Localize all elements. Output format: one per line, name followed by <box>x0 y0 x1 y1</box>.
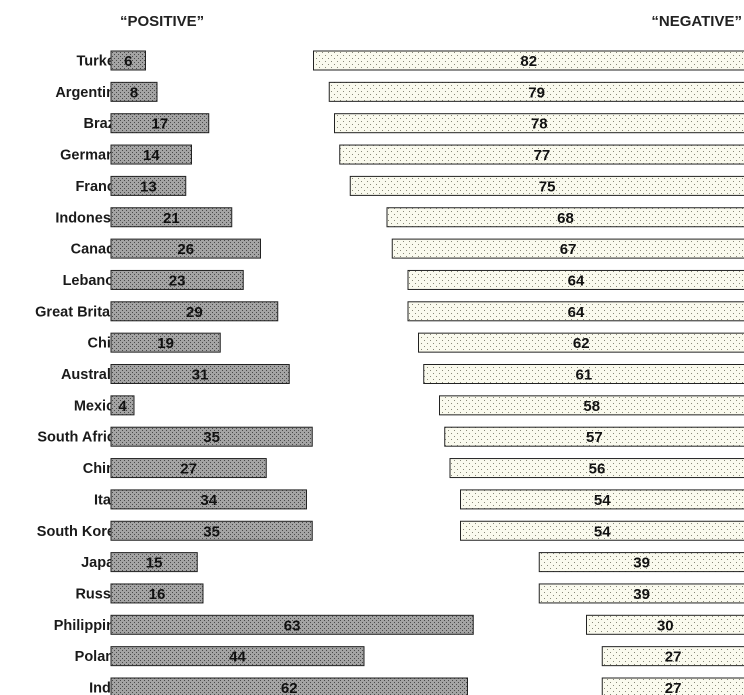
negative-value-india: 27 <box>665 680 682 695</box>
negative-value-australia: 61 <box>576 367 593 384</box>
positive-bar-australia <box>110 364 290 384</box>
category-label-philippine: Philippine <box>54 618 123 634</box>
positive-bar-great-britain <box>110 301 279 322</box>
positive-value-indonesia: 21 <box>163 210 180 227</box>
positive-bar-south-africa <box>110 426 313 447</box>
positive-value-turkey: 6 <box>124 53 132 70</box>
category-label-indonesia: Indonesia <box>55 210 124 226</box>
negative-value-italy: 54 <box>594 492 611 509</box>
positive-bar-china <box>110 458 267 479</box>
negative-value-canada: 67 <box>560 241 577 258</box>
positive-value-lebanon: 23 <box>169 272 186 289</box>
category-label-argentina: Argentina <box>55 85 124 101</box>
positive-value-great-britain: 29 <box>186 304 203 321</box>
category-label-south-africa: South Africa <box>37 430 124 446</box>
negative-header: “NEGATIVE” <box>651 13 742 30</box>
positive-value-china: 27 <box>180 461 197 478</box>
negative-bar-canada <box>391 238 744 259</box>
positive-value-germany: 14 <box>143 147 160 164</box>
positive-header: “POSITIVE” <box>120 13 204 30</box>
negative-bar-great-britain <box>407 301 744 322</box>
negative-bar-india <box>601 677 744 695</box>
negative-value-japan: 39 <box>633 555 650 572</box>
positive-bar-chile <box>110 332 221 353</box>
positive-value-chile: 19 <box>157 335 174 352</box>
negative-value-russia: 39 <box>633 586 650 603</box>
negative-bar-philippine <box>586 614 744 635</box>
negative-value-south-africa: 57 <box>586 429 603 446</box>
positive-bar-canada <box>110 238 261 259</box>
negative-bar-argentina <box>328 81 744 102</box>
negative-bar-lebanon <box>407 269 744 290</box>
negative-value-chile: 62 <box>573 335 590 352</box>
positive-bar-japan <box>110 552 198 573</box>
positive-bar-lebanon <box>110 269 244 290</box>
negative-bar-australia <box>423 364 744 384</box>
negative-value-china: 56 <box>589 461 606 478</box>
category-label-australia: Australia <box>61 367 124 383</box>
positive-value-philippine: 63 <box>284 617 301 634</box>
category-label-lebanon: Lebanon <box>63 273 123 289</box>
negative-value-south-korea: 54 <box>594 523 611 540</box>
negative-bar-chile <box>418 332 744 353</box>
negative-value-lebanon: 64 <box>568 272 585 289</box>
positive-bar-turkey <box>110 50 146 71</box>
positive-bar-indonesia <box>110 207 233 228</box>
positive-bar-india <box>110 677 468 695</box>
positive-value-france: 13 <box>140 178 157 195</box>
negative-bar-russia <box>538 583 744 604</box>
positive-bar-poland <box>110 646 365 667</box>
negative-value-indonesia: 68 <box>557 210 574 227</box>
negative-bar-germany <box>339 144 744 165</box>
positive-value-australia: 31 <box>192 367 209 384</box>
negative-bar-turkey <box>313 50 744 71</box>
positive-value-italy: 34 <box>200 492 217 509</box>
negative-value-great-britain: 64 <box>568 304 585 321</box>
negative-bar-brazil <box>334 113 744 134</box>
negative-value-philippine: 30 <box>657 617 674 634</box>
positive-bar-argentina <box>110 81 158 102</box>
positive-bar-germany <box>110 144 192 165</box>
negative-bar-south-africa <box>444 426 744 447</box>
positive-bar-italy <box>110 489 307 510</box>
negative-bar-mexico <box>439 395 744 416</box>
negative-value-france: 75 <box>539 178 556 195</box>
negative-value-germany: 77 <box>534 147 551 164</box>
positive-bar-france <box>110 175 187 196</box>
positive-value-south-korea: 35 <box>203 523 220 540</box>
negative-value-turkey: 82 <box>520 53 537 70</box>
negative-bar-china <box>449 458 744 479</box>
negative-value-poland: 27 <box>665 649 682 666</box>
positive-value-argentina: 8 <box>130 84 138 101</box>
positive-value-india: 62 <box>281 680 298 695</box>
positive-bar-brazil <box>110 113 210 134</box>
negative-bar-italy <box>460 489 744 510</box>
category-label-great-britain: Great Britain <box>35 304 123 320</box>
negative-bar-japan <box>538 552 744 573</box>
category-label-germany: Germany <box>60 148 123 164</box>
negative-value-mexico: 58 <box>583 398 600 415</box>
negative-bar-poland <box>601 646 744 667</box>
positive-value-south-africa: 35 <box>203 429 220 446</box>
positive-bar-south-korea <box>110 520 313 541</box>
positive-bar-mexico <box>110 395 135 416</box>
negative-value-brazil: 78 <box>531 116 548 133</box>
positive-value-russia: 16 <box>149 586 166 603</box>
negative-bar-france <box>349 175 744 196</box>
positive-value-poland: 44 <box>229 649 246 666</box>
positive-value-japan: 15 <box>146 555 163 572</box>
positive-value-mexico: 4 <box>118 398 127 415</box>
positive-bar-russia <box>110 583 204 604</box>
positive-bar-philippine <box>110 614 474 635</box>
negative-bar-indonesia <box>386 207 744 228</box>
positive-value-brazil: 17 <box>152 116 169 133</box>
negative-bar-south-korea <box>460 520 744 541</box>
positive-value-canada: 26 <box>177 241 194 258</box>
category-label-south-korea: South Korea <box>37 524 124 540</box>
negative-value-argentina: 79 <box>528 84 545 101</box>
